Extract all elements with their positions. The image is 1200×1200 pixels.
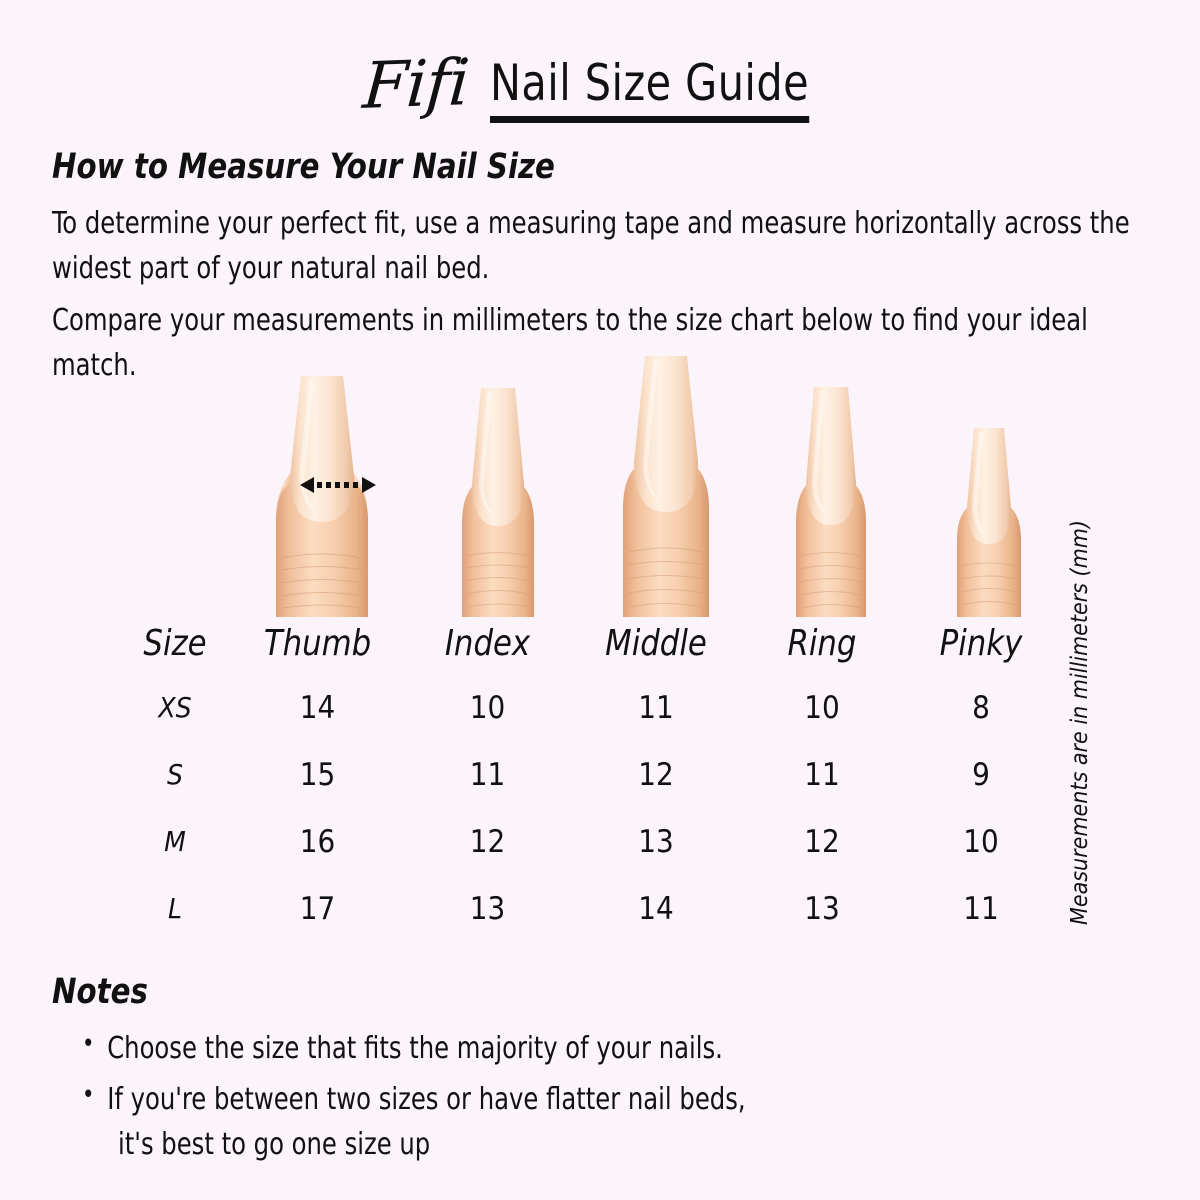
page-title-text: Nail Size Guide	[490, 58, 810, 123]
finger-thumb-illustration	[276, 376, 376, 617]
table-row: XS 14 10 11 10 8	[120, 674, 1060, 741]
finger-pinky-illustration	[957, 428, 1021, 617]
cell-ring: 11	[804, 756, 840, 793]
note-text: Choose the size that fits the majority o…	[107, 1031, 723, 1066]
size-label: M	[164, 825, 186, 858]
unit-note-vertical: Measurements are in millimeters (mm)	[1067, 520, 1093, 926]
column-header-thumb: Thumb	[263, 622, 372, 664]
cell-thumb: 15	[299, 756, 336, 793]
cell-index: 10	[469, 689, 506, 726]
table-row: S 15 11 12 11 9	[120, 741, 1060, 808]
notes-section: Notes • Choose the size that fits the ma…	[52, 972, 1052, 1173]
column-header-index: Index	[444, 622, 531, 664]
column-header-ring: Ring	[787, 622, 857, 664]
brand-logo-text: Fifi	[360, 46, 472, 124]
notes-heading: Notes	[52, 972, 148, 1012]
cell-index: 11	[469, 756, 506, 793]
notes-list: • Choose the size that fits the majority…	[52, 1026, 1052, 1167]
table-row: M 16 12 13 12 10	[120, 808, 1060, 875]
cell-index: 13	[469, 890, 506, 927]
cell-pinky: 11	[963, 890, 999, 927]
size-label: XS	[158, 691, 192, 724]
list-item: • Choose the size that fits the majority…	[82, 1026, 1079, 1071]
page-title: Fifi Nail Size Guide	[0, 28, 1200, 124]
cell-ring: 13	[804, 890, 840, 927]
cell-index: 12	[469, 823, 506, 860]
bullet-icon: •	[82, 1029, 95, 1059]
cell-pinky: 9	[972, 756, 990, 793]
size-label: L	[167, 892, 183, 925]
nail-bed-width-arrow	[300, 477, 376, 493]
column-header-size: Size	[143, 622, 207, 664]
cell-ring: 12	[804, 823, 840, 860]
intro-paragraph-1: To determine your perfect fit, use a mea…	[52, 205, 1130, 287]
size-chart-table: Size Thumb Index Middle Ring Pinky XS 14…	[120, 612, 1060, 942]
cell-thumb: 14	[299, 689, 336, 726]
intro-section: How to Measure Your Nail Size To determi…	[52, 148, 1162, 389]
size-label: S	[167, 758, 183, 791]
cell-thumb: 16	[299, 823, 336, 860]
cell-middle: 11	[638, 689, 674, 726]
column-header-middle: Middle	[605, 622, 707, 664]
table-row: L 17 13 14 13 11	[120, 875, 1060, 942]
list-item: • If you're between two sizes or have fl…	[82, 1077, 1079, 1167]
note-text: If you're between two sizes or have flat…	[107, 1082, 746, 1117]
cell-thumb: 17	[299, 890, 336, 927]
intro-paragraph-2: Compare your measurements in millimeters…	[52, 302, 1088, 384]
bullet-icon: •	[82, 1080, 95, 1110]
column-header-pinky: Pinky	[939, 622, 1023, 664]
finger-ring-illustration	[796, 387, 866, 617]
table-header-row: Size Thumb Index Middle Ring Pinky	[120, 612, 1060, 674]
cell-ring: 10	[804, 689, 840, 726]
cell-middle: 12	[638, 756, 674, 793]
cell-middle: 14	[638, 890, 674, 927]
finger-index-illustration	[462, 388, 534, 617]
intro-heading: How to Measure Your Nail Size	[52, 147, 555, 187]
finger-middle-illustration	[623, 356, 709, 617]
cell-pinky: 10	[963, 823, 999, 860]
cell-pinky: 8	[972, 689, 990, 726]
cell-middle: 13	[638, 823, 674, 860]
note-text-continued: it's best to go one size up	[118, 1127, 431, 1162]
size-chart: Size Thumb Index Middle Ring Pinky XS 14…	[120, 612, 1060, 942]
